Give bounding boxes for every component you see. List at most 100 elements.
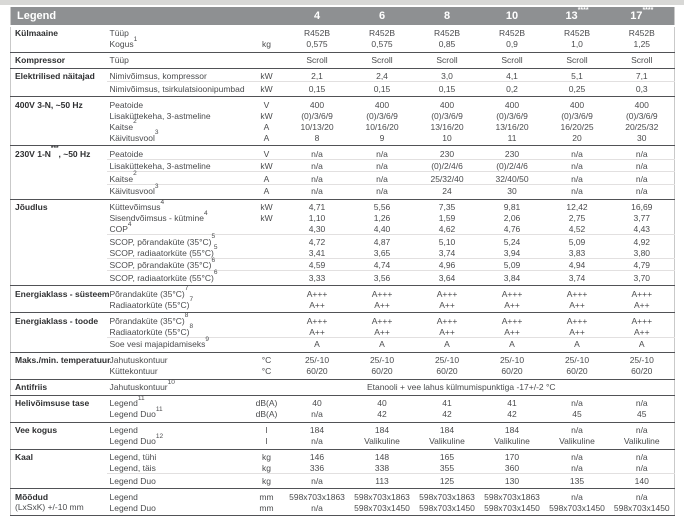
value-cell: 8	[314, 132, 320, 143]
value-cell: n/a	[544, 421, 610, 435]
value-cell: 3,65	[373, 247, 391, 258]
group-label: Kompressor	[10, 51, 107, 68]
spanning-value: Etanooli + vee lahus külmumispunktiga -1…	[248, 378, 675, 395]
header-row: Legend 4 6 8 10 13**** 17****	[10, 7, 675, 27]
value-cell: 60/20	[501, 366, 523, 376]
value-cell: 42	[507, 409, 517, 419]
value-cell: 3,0	[414, 67, 480, 82]
param-label: Käivitusvool3	[109, 129, 159, 143]
value-cell: 12,42	[544, 198, 610, 212]
column-header: 17****	[609, 7, 675, 27]
table-row: COP4 4,30 4,40 4,62 4,76 4,52 4,43	[11, 221, 675, 235]
param-label: Radiaatorküte (55°C)7	[109, 296, 194, 310]
value-cell: (0)/2/4/6	[479, 158, 545, 172]
value-cell: 360	[504, 463, 520, 473]
table-row: Antifriis Jahutuskontuur10 Etanooli + vee …	[10, 378, 675, 395]
value-cell: 60/20	[566, 366, 588, 376]
unit-label	[249, 247, 285, 259]
value-cell: 45	[637, 409, 647, 419]
value-cell: n/a	[609, 171, 675, 184]
value-cell: 1,59	[438, 213, 456, 223]
value-cell: 20	[572, 132, 582, 143]
value-cell: 16/20/25	[560, 121, 594, 132]
table-row: Legend Duo12 l n/a Valikuline Valikuline Vali…	[11, 433, 675, 449]
param-label: SCOP, radiaatorküte (55°C)6	[106, 270, 249, 286]
value-cell: A	[544, 336, 610, 352]
unit-label: kW	[248, 67, 285, 82]
value-cell: 9	[379, 132, 385, 143]
value-cell: n/a	[311, 436, 323, 446]
value-cell: A++	[309, 299, 325, 310]
value-cell: 4,1	[479, 67, 545, 82]
table-row: Radiaatorküte (55°C)8 A++ A++ A++ A++ A++ A++	[11, 324, 675, 338]
value-cell: 184	[284, 421, 350, 435]
group-label: Helivõimsuse tase	[10, 394, 107, 422]
value-cell: 0,9	[506, 39, 518, 49]
unit-label: A	[263, 121, 270, 132]
value-cell: 338	[374, 463, 390, 473]
value-cell: 4,74	[349, 257, 415, 271]
value-cell: 2,4	[349, 67, 415, 82]
value-cell: 598x703x1450	[613, 502, 670, 513]
unit-label	[248, 234, 285, 247]
unit-label	[248, 257, 285, 271]
param-label: Legend Duo	[106, 473, 249, 489]
group-label: Antifriis	[10, 378, 107, 395]
value-cell: 25/-10	[544, 351, 610, 365]
group-label: 400V 3-N, ~50 Hz	[10, 96, 107, 146]
unit-label: V	[248, 96, 285, 110]
value-cell: A++	[633, 299, 650, 310]
param-label: SCOP, põrandaküte (35°C)5	[106, 234, 249, 247]
unit-label	[248, 312, 285, 326]
table-row: Nimivõimsus, tsirkulatsioonipumbad kW 0,15…	[11, 81, 675, 97]
unit-label: dB(A)	[255, 409, 278, 419]
value-cell: n/a	[544, 448, 610, 462]
value-cell: 5,56	[349, 198, 415, 212]
table-row: Kompressor Tüüp Scroll Scroll Scroll Scroll Sc…	[10, 51, 675, 68]
group-label: Energiaklass - toode	[10, 312, 107, 352]
param-label: Legend, tühi	[106, 448, 249, 462]
unit-label: A	[263, 132, 270, 143]
value-cell: (0)/3/6/9	[366, 110, 398, 121]
value-cell: A++	[504, 326, 520, 337]
param-label: Legend11	[106, 394, 249, 408]
value-cell: 5,24	[479, 234, 545, 247]
value-cell: 4,43	[633, 224, 651, 234]
param-label: Soe vesi majapidamiseks9	[106, 336, 249, 352]
param-label: SCOP, põrandaküte (35°C)6	[106, 257, 249, 271]
value-cell: 30	[637, 132, 647, 143]
value-cell: A+++	[284, 285, 350, 299]
value-cell: n/a	[544, 158, 610, 172]
param-label: Peatoide	[106, 145, 249, 159]
unit-label: l	[265, 436, 268, 446]
value-cell: R452B	[304, 28, 331, 38]
table-row: Lisaküttekeha, 3-astmeline kW (0)/3/6/9 (0)…	[11, 110, 675, 121]
value-cell: Scroll	[414, 51, 480, 68]
group-label: 230V 1-N***, ~50 Hz	[10, 145, 107, 199]
param-label: Nimivõimsus, tsirkulatsioonipumbad	[106, 81, 249, 97]
value-cell: A+++	[544, 285, 610, 299]
unit-label: kW	[248, 198, 285, 212]
table-row: Kogus1 kg 0,575 0,575 0,85 0,9 1,0 1,25	[11, 36, 675, 52]
value-cell: R452B	[628, 28, 655, 38]
unit-label: V	[248, 145, 285, 159]
spec-table: Legend 4 6 8 10 13**** 17**** Külmaaine Tüüp R4…	[10, 7, 676, 516]
unit-label: kW	[260, 213, 273, 223]
value-cell: R452B	[369, 28, 396, 38]
value-cell: 60/20	[631, 366, 653, 376]
value-cell: 1,10	[308, 213, 326, 223]
table-row: Mõõdud (LxSxK) +/-10 mm Legend mm 598x703x18…	[10, 488, 675, 516]
param-label: Küttevõimsus4	[106, 198, 249, 212]
value-cell: 7,35	[414, 198, 480, 212]
value-cell: 184	[414, 421, 480, 435]
value-cell: 148	[349, 448, 415, 462]
param-label: Kaitse2	[106, 171, 249, 184]
value-cell: 165	[414, 448, 480, 462]
unit-label	[249, 326, 285, 338]
value-cell: 140	[609, 473, 675, 489]
value-cell: 4,92	[609, 234, 675, 247]
table-title: Legend	[10, 7, 285, 27]
table-row: Kaitse2 A 10/13/20 10/16/20 13/16/20 13/16/20…	[11, 119, 675, 132]
value-cell: Valikuline	[429, 436, 465, 446]
